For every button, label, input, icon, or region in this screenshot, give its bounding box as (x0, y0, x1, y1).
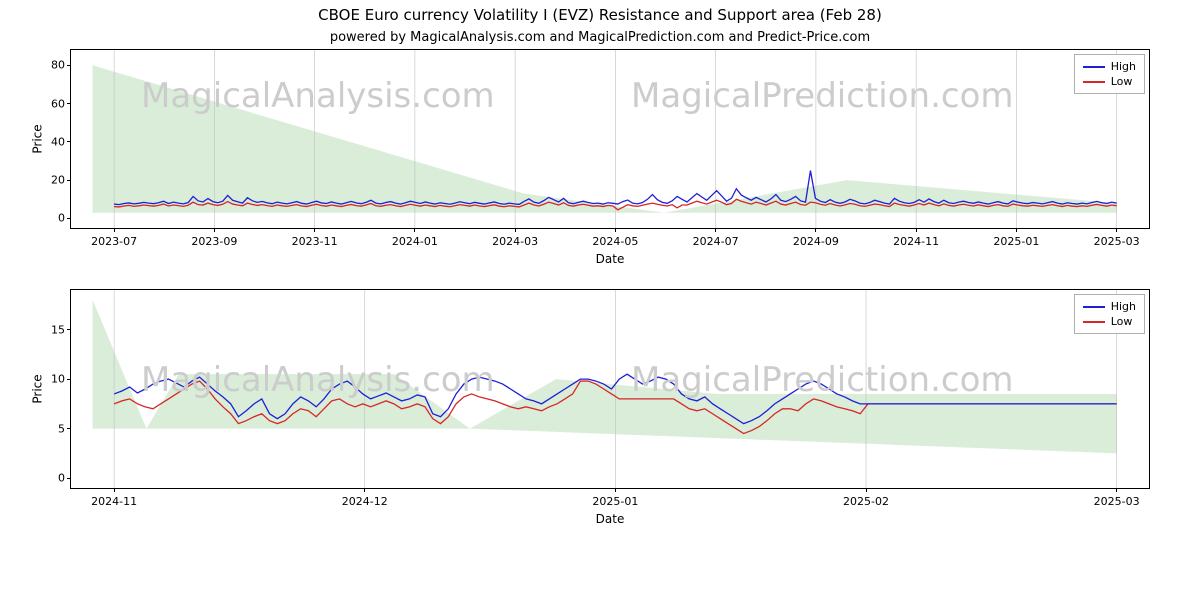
y-tick-label: 10 (35, 373, 65, 386)
chart-container: CBOE Euro currency Volatility I (EVZ) Re… (0, 0, 1200, 600)
legend-label-high: High (1111, 60, 1136, 73)
legend-label-high: High (1111, 300, 1136, 313)
x-tick-label: 2024-11 (893, 235, 939, 248)
y-tick-label: 60 (35, 97, 65, 110)
x-tick-label: 2023-07 (91, 235, 137, 248)
x-tick-label: 2025-03 (1094, 235, 1140, 248)
legend-item-low: Low (1083, 314, 1136, 329)
x-tick-label: 2024-01 (392, 235, 438, 248)
x-tick-label: 2023-09 (191, 235, 237, 248)
legend-bottom: High Low (1074, 294, 1145, 334)
legend-label-low: Low (1111, 75, 1133, 88)
x-tick-label: 2024-11 (91, 495, 137, 508)
legend-swatch-high (1083, 306, 1105, 308)
x-tick-label: 2024-09 (793, 235, 839, 248)
x-tick-label: 2024-12 (342, 495, 388, 508)
chart-title: CBOE Euro currency Volatility I (EVZ) Re… (0, 0, 1200, 24)
chart-top-panel: MagicalAnalysis.com MagicalPrediction.co… (70, 49, 1150, 229)
y-tick-label: 0 (35, 472, 65, 485)
x-tick-label: 2024-07 (693, 235, 739, 248)
x-tick-label: 2024-05 (592, 235, 638, 248)
legend-item-high: High (1083, 59, 1136, 74)
legend-label-low: Low (1111, 315, 1133, 328)
legend-top: High Low (1074, 54, 1145, 94)
y-tick-label: 40 (35, 135, 65, 148)
legend-swatch-high (1083, 66, 1105, 68)
legend-swatch-low (1083, 81, 1105, 83)
y-tick-label: 20 (35, 174, 65, 187)
x-tick-label: 2023-11 (292, 235, 338, 248)
x-tick-label: 2025-01 (993, 235, 1039, 248)
x-tick-label: 2024-03 (492, 235, 538, 248)
y-tick-label: 0 (35, 212, 65, 225)
x-axis-label-bottom: Date (596, 512, 625, 526)
chart-subtitle: powered by MagicalAnalysis.com and Magic… (0, 24, 1200, 49)
x-tick-label: 2025-02 (843, 495, 889, 508)
y-tick-label: 15 (35, 323, 65, 336)
legend-swatch-low (1083, 321, 1105, 323)
x-tick-label: 2025-03 (1094, 495, 1140, 508)
x-axis-label-top: Date (596, 252, 625, 266)
x-tick-label: 2025-01 (592, 495, 638, 508)
y-tick-label: 5 (35, 422, 65, 435)
chart-bottom-panel: MagicalAnalysis.com MagicalPrediction.co… (70, 289, 1150, 489)
chart-bottom-svg (71, 290, 1149, 488)
legend-item-high: High (1083, 299, 1136, 314)
y-tick-label: 80 (35, 59, 65, 72)
legend-item-low: Low (1083, 74, 1136, 89)
chart-top-svg (71, 50, 1149, 228)
